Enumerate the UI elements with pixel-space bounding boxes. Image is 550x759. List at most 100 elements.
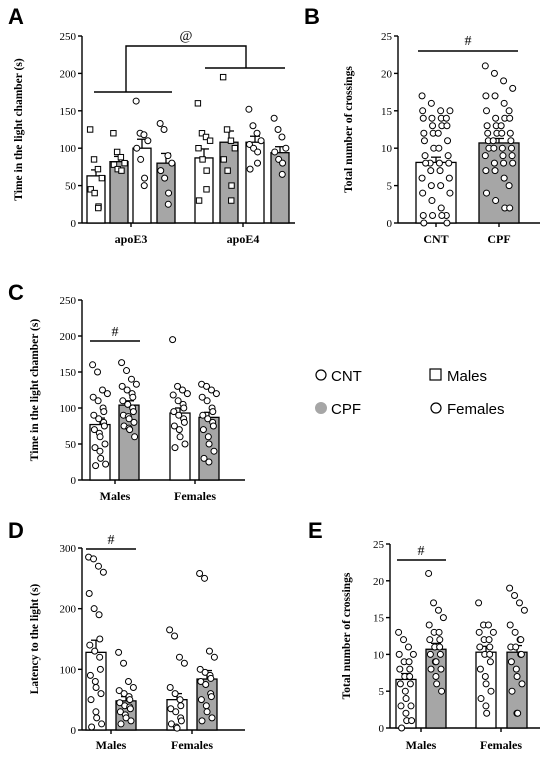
data-point-circle	[144, 137, 152, 145]
data-point-circle	[129, 393, 137, 401]
data-point-square	[224, 167, 231, 174]
y-tick-label: 250	[60, 295, 77, 307]
data-point-square	[118, 167, 125, 174]
x-tick-label: apoE4	[227, 232, 260, 246]
data-point-circle	[124, 400, 132, 408]
data-point-circle	[203, 708, 211, 716]
data-point-circle	[140, 131, 148, 139]
data-point-circle	[271, 148, 279, 156]
data-point-circle	[507, 137, 515, 145]
data-point-circle	[400, 636, 408, 644]
data-point-circle	[175, 653, 183, 661]
data-point-circle	[436, 650, 444, 658]
data-point-square	[220, 156, 227, 163]
data-point-circle	[436, 167, 444, 175]
data-point-circle	[181, 440, 189, 448]
data-point-circle	[444, 152, 452, 160]
data-point-circle	[87, 696, 95, 704]
data-point-circle	[512, 643, 520, 651]
data-point-circle	[254, 148, 262, 156]
data-point-square	[203, 167, 210, 174]
panel-letter-e: E	[308, 518, 323, 543]
data-point-circle	[482, 680, 490, 688]
data-point-circle	[207, 386, 215, 394]
data-point-circle	[443, 219, 451, 227]
data-point-circle	[397, 702, 405, 710]
data-point-circle	[407, 702, 415, 710]
data-point-circle	[518, 680, 526, 688]
data-point-circle	[164, 152, 172, 160]
y-axis-label: Time in the light chamber (s)	[29, 319, 41, 462]
data-point-circle	[420, 137, 428, 145]
data-point-square	[206, 137, 214, 144]
data-point-circle	[445, 174, 453, 182]
data-point-circle	[92, 462, 100, 470]
data-point-circle	[484, 621, 492, 629]
data-point-circle	[204, 433, 212, 441]
y-tick-label: 10	[373, 649, 385, 661]
data-point-circle	[115, 648, 123, 656]
data-point-circle	[197, 696, 205, 704]
data-point-circle	[489, 137, 497, 145]
data-point-circle	[178, 386, 186, 394]
data-point-circle	[202, 681, 210, 688]
data-point-circle	[93, 714, 101, 722]
data-point-circle	[90, 555, 98, 563]
data-point-circle	[421, 152, 429, 160]
legend-cpf-marker	[315, 402, 327, 414]
data-point-square	[228, 197, 235, 204]
data-point-circle	[205, 458, 213, 466]
data-point-circle	[477, 695, 485, 703]
data-point-circle	[180, 404, 188, 412]
data-point-circle	[201, 574, 209, 582]
panel-a-chart: 0 50 100 150 200 250 Time in the light chamber…	[13, 29, 295, 246]
data-point-circle	[180, 418, 188, 426]
data-point-circle	[511, 592, 519, 600]
data-point-circle	[170, 422, 178, 430]
data-point-circle	[278, 170, 286, 178]
data-point-circle	[515, 599, 523, 607]
data-point-circle	[180, 659, 188, 667]
data-point-circle	[492, 114, 500, 122]
significance-label: #	[418, 544, 425, 559]
data-point-circle	[435, 628, 443, 636]
data-point-circle	[279, 159, 287, 167]
data-point-circle	[96, 635, 104, 643]
data-point-circle	[481, 152, 489, 160]
data-point-circle	[90, 605, 98, 613]
data-point-circle	[444, 137, 452, 145]
data-point-circle	[98, 720, 106, 728]
data-point-circle	[490, 144, 498, 152]
data-point-circle	[498, 144, 506, 152]
y-tick-label: 150	[60, 367, 77, 379]
significance-bracket	[125, 45, 247, 92]
data-point-circle	[404, 643, 412, 651]
data-point-circle	[123, 386, 131, 394]
data-point-circle	[506, 621, 514, 629]
data-point-circle	[511, 628, 519, 636]
x-tick-label: Females	[171, 738, 213, 752]
data-point-circle	[499, 152, 507, 160]
data-point-circle	[483, 107, 490, 115]
data-point-circle	[124, 677, 132, 685]
y-tick-label: 5	[387, 181, 393, 193]
data-point-circle	[437, 665, 445, 673]
data-point-circle	[506, 114, 514, 122]
data-point-circle	[140, 182, 148, 190]
y-tick-label: 100	[60, 143, 77, 155]
data-point-circle	[481, 672, 489, 680]
data-point-circle	[433, 680, 441, 688]
data-point-square	[228, 182, 235, 189]
data-point-circle	[509, 84, 517, 92]
data-point-circle	[517, 636, 525, 644]
data-point-circle	[90, 426, 98, 434]
legend-cnt-marker	[315, 369, 327, 381]
data-point-circle	[436, 643, 444, 651]
data-point-circle	[175, 411, 183, 419]
data-point-circle	[131, 433, 139, 441]
data-point-circle	[177, 702, 185, 710]
data-point-square	[198, 130, 206, 137]
panel-letter-a: A	[8, 4, 24, 29]
data-point-circle	[97, 454, 105, 462]
data-point-circle	[420, 219, 428, 227]
